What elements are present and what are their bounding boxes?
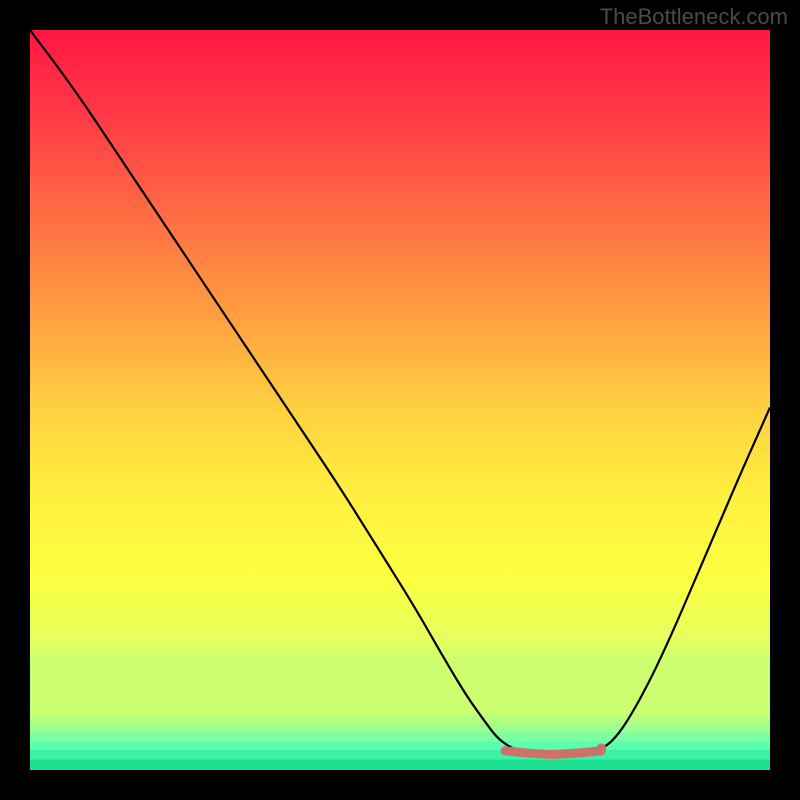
optimal-range-marker xyxy=(505,751,601,755)
curve-path xyxy=(30,30,770,755)
bottleneck-curve xyxy=(30,30,770,770)
optimal-marker-start-dot xyxy=(501,746,510,755)
plot-area xyxy=(30,30,770,770)
optimal-marker-end-dot xyxy=(596,744,606,754)
watermark-text: TheBottleneck.com xyxy=(600,4,788,30)
